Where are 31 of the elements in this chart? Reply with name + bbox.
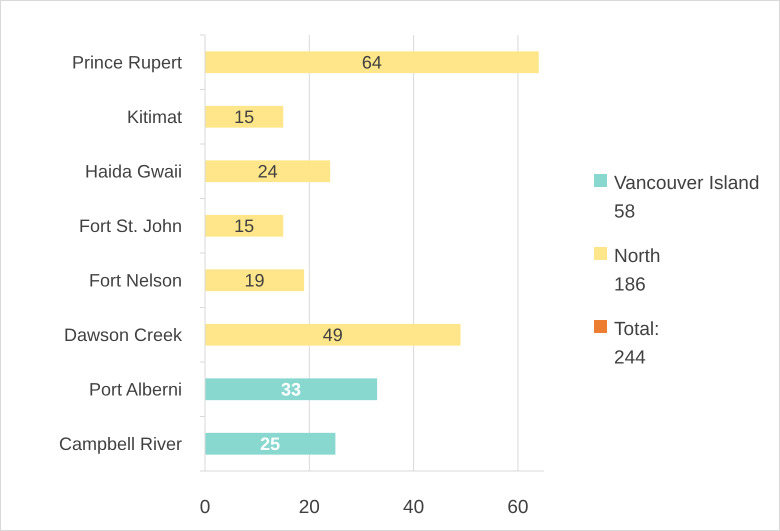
y-tick-label: Prince Rupert — [72, 52, 182, 73]
bar — [205, 432, 336, 455]
bar — [205, 214, 284, 237]
legend-label: Vancouver Island 58 — [614, 173, 760, 222]
bar — [205, 378, 378, 400]
data-label: 64 — [362, 52, 382, 73]
y-tick-label: Dawson Creek — [64, 325, 183, 346]
bar — [205, 269, 304, 292]
bar — [205, 324, 461, 346]
data-label: 25 — [260, 434, 280, 454]
y-tick-label: Kitimat — [126, 107, 182, 128]
y-tick-label: Haida Gwaii — [84, 162, 182, 182]
x-tick-label: 40 — [403, 497, 424, 518]
x-tick-label: 20 — [298, 497, 320, 518]
data-label: 33 — [281, 380, 302, 400]
bar — [205, 51, 539, 74]
y-tick-label: Port Alberni — [88, 380, 182, 400]
data-label: 49 — [322, 325, 343, 346]
legend-label: North 186 — [614, 246, 660, 296]
data-label: 15 — [234, 216, 254, 236]
x-tick-label: 60 — [507, 497, 528, 518]
data-label: 19 — [244, 270, 265, 291]
x-tick-label: 0 — [200, 497, 210, 518]
bar — [205, 160, 330, 182]
data-label: 24 — [258, 162, 278, 182]
y-tick-label: Fort St. John — [78, 216, 182, 236]
data-label: 15 — [234, 107, 254, 128]
y-tick-label: Campbell River — [58, 434, 182, 454]
y-tick-label: Fort Nelson — [88, 270, 182, 291]
legend-label: Total: 244 — [614, 319, 660, 368]
bar — [205, 106, 284, 128]
